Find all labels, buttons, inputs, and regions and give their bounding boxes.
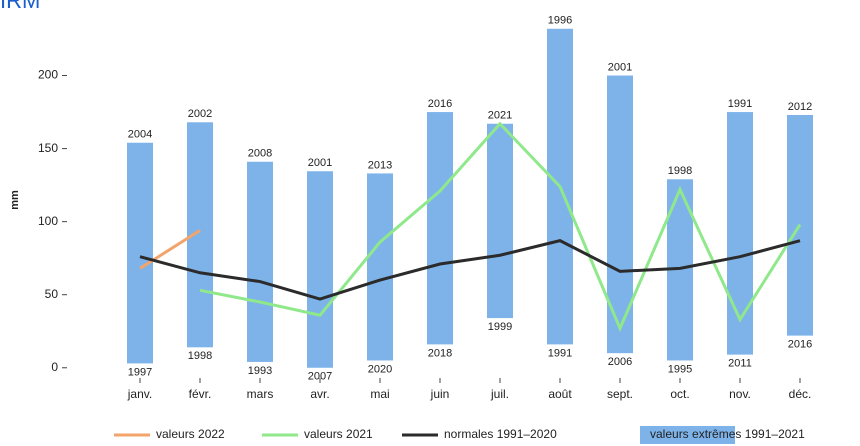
range-bar (727, 112, 753, 355)
range-bar (367, 173, 393, 361)
series-line (139, 239, 801, 301)
max-year-label: 2016 (428, 98, 452, 110)
legend-label: valeurs 2021 (304, 427, 373, 441)
min-year-label: 1991 (548, 347, 572, 359)
min-year-label: 2007 (308, 371, 332, 383)
max-year-label: 2001 (308, 157, 332, 169)
max-year-label: 2004 (128, 129, 152, 141)
min-year-label: 2018 (428, 347, 452, 359)
y-tick-label: 200 (38, 68, 58, 82)
range-bar (607, 75, 633, 354)
range-bar (127, 142, 153, 364)
x-tick-label: févr. (189, 387, 212, 401)
legend-label: valeurs 2022 (156, 427, 225, 441)
legend-swatch (640, 426, 735, 444)
max-year-label: 2008 (248, 148, 272, 160)
max-year-label: 1998 (668, 165, 692, 177)
x-tick-label: déc. (789, 387, 812, 401)
series-line (139, 229, 201, 270)
x-tick-label: août (548, 387, 572, 401)
min-year-label: 2016 (788, 339, 812, 351)
x-tick-label: oct. (670, 387, 689, 401)
max-year-label: 2021 (488, 110, 512, 122)
max-year-label: 1991 (728, 98, 752, 110)
y-tick-label: 0 (51, 360, 58, 374)
min-year-label: 1999 (488, 321, 512, 333)
legend-label: valeurs extrêmes 1991–2021 (650, 427, 805, 441)
max-year-label: 2012 (788, 101, 812, 113)
series-line (199, 121, 802, 333)
legend-label: normales 1991–2020 (444, 427, 557, 441)
min-year-label: 1998 (188, 350, 212, 362)
max-year-label: 2001 (608, 61, 632, 73)
max-year-label: 2013 (368, 159, 392, 171)
min-year-label: 1997 (128, 366, 152, 378)
min-year-label: 2011 (728, 358, 752, 370)
chart-title: IRM (0, 0, 40, 13)
y-tick-label: 50 (45, 287, 59, 301)
y-tick-label: 150 (38, 141, 58, 155)
y-axis-label: mm (9, 190, 21, 210)
range-bar (487, 123, 513, 319)
min-year-label: 2020 (368, 363, 392, 375)
x-tick-label: janv. (127, 387, 152, 401)
max-year-label: 2002 (188, 108, 212, 120)
max-year-label: 1996 (548, 15, 572, 27)
x-tick-label: juin (430, 387, 450, 401)
x-tick-label: mars (247, 387, 274, 401)
x-tick-label: juil. (490, 387, 509, 401)
x-tick-label: nov. (729, 387, 751, 401)
x-tick-label: mai (370, 387, 389, 401)
x-tick-label: sept. (607, 387, 633, 401)
range-bar (427, 112, 453, 345)
min-year-label: 2006 (608, 356, 632, 368)
range-bar (247, 161, 273, 362)
range-bar (307, 171, 333, 368)
min-year-label: 1995 (668, 363, 692, 375)
min-year-label: 1993 (248, 365, 272, 377)
y-tick-label: 100 (38, 214, 58, 228)
x-tick-label: avr. (310, 387, 329, 401)
